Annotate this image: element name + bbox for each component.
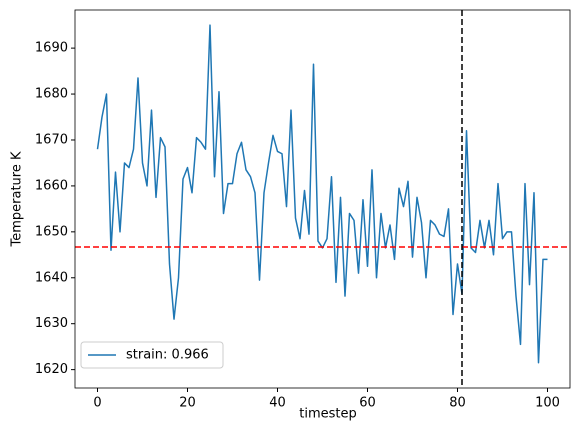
- x-tick-label: 60: [359, 396, 376, 411]
- y-tick-label: 1680: [35, 87, 68, 102]
- y-tick-label: 1690: [35, 41, 68, 56]
- x-tick-label: 100: [535, 396, 560, 411]
- x-tick-label: 20: [179, 396, 196, 411]
- plot-frame: [74, 9, 571, 389]
- legend-label: strain: 0.966: [126, 348, 209, 363]
- x-tick-label: 0: [93, 396, 101, 411]
- data-line: [96, 24, 548, 364]
- y-tick-label: 1650: [35, 224, 68, 239]
- y-tick-label: 1660: [35, 178, 68, 193]
- y-tick-label: 1630: [35, 316, 68, 331]
- y-tick-label: 1670: [35, 132, 68, 147]
- x-tick-label: 80: [449, 396, 466, 411]
- x-tick-label: 40: [269, 396, 286, 411]
- y-axis-label: Temperature K: [10, 151, 25, 247]
- x-axis-label: timestep: [299, 407, 357, 422]
- legend-box: [80, 341, 224, 369]
- y-tick-label: 1640: [35, 270, 68, 285]
- y-tick-label: 1620: [35, 362, 68, 377]
